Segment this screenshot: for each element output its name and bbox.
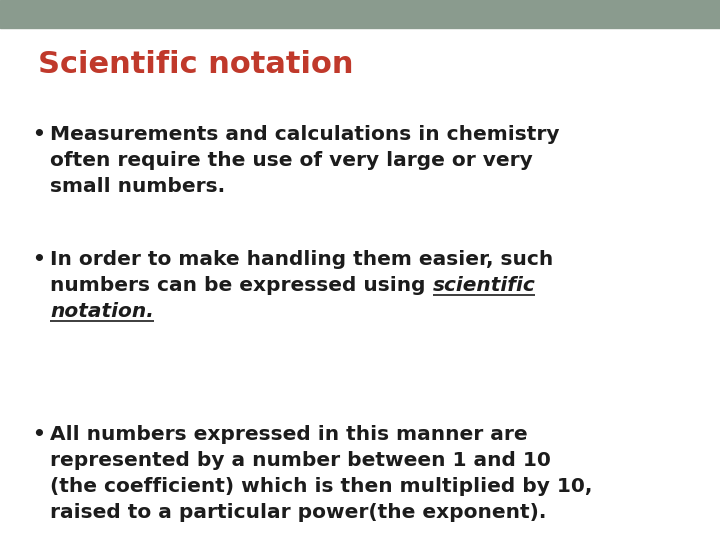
Text: small numbers.: small numbers. — [50, 177, 225, 196]
Text: Measurements and calculations in chemistry: Measurements and calculations in chemist… — [50, 125, 559, 144]
Text: All numbers expressed in this manner are: All numbers expressed in this manner are — [50, 425, 528, 444]
Text: represented by a number between 1 and 10: represented by a number between 1 and 10 — [50, 451, 551, 470]
Bar — [0, 0, 720, 28]
Text: numbers can be expressed using: numbers can be expressed using — [50, 276, 433, 295]
Text: raised to a particular power(the exponent).: raised to a particular power(the exponen… — [50, 503, 546, 522]
Text: notation.: notation. — [50, 302, 154, 321]
Text: •: • — [32, 125, 45, 144]
Text: scientific: scientific — [433, 276, 535, 295]
Text: In order to make handling them easier, such: In order to make handling them easier, s… — [50, 250, 553, 269]
Text: •: • — [32, 425, 45, 444]
Text: often require the use of very large or very: often require the use of very large or v… — [50, 151, 533, 170]
Text: •: • — [32, 250, 45, 269]
Text: Scientific notation: Scientific notation — [38, 50, 354, 79]
Text: (the coefficient) which is then multiplied by 10,: (the coefficient) which is then multipli… — [50, 477, 593, 496]
